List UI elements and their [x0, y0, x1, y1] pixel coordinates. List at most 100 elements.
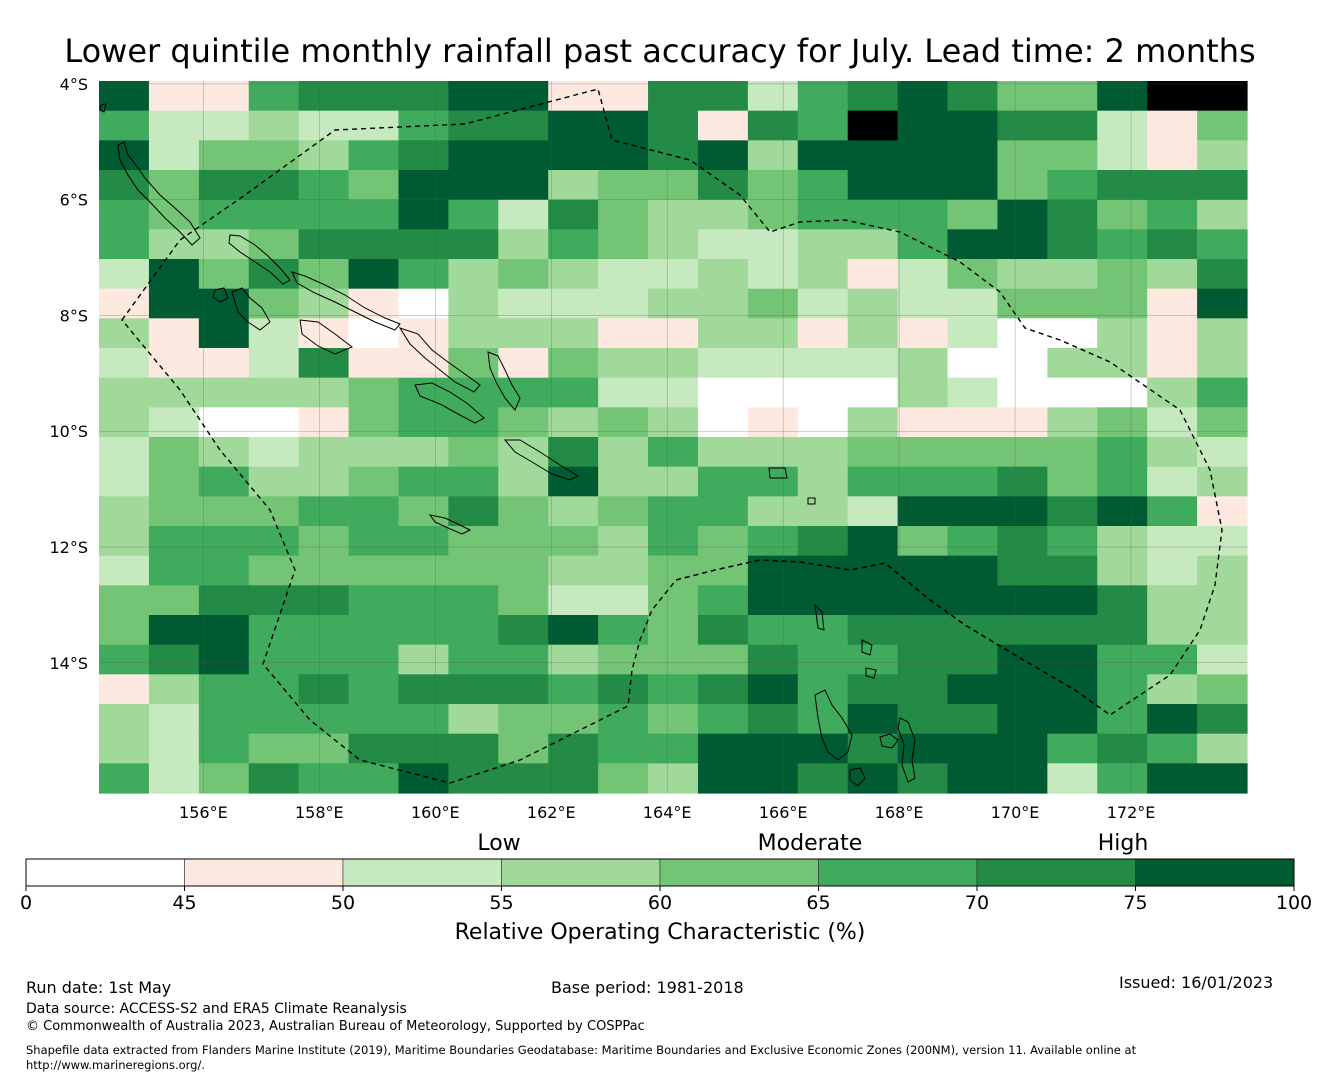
heatmap-cell — [548, 466, 599, 497]
heatmap-cell — [997, 763, 1048, 794]
heatmap-cell — [1097, 496, 1148, 527]
heatmap-cell — [797, 585, 849, 616]
heatmap-cell — [298, 733, 350, 764]
heatmap-cell — [198, 644, 250, 675]
heatmap-cell — [797, 496, 849, 527]
heatmap-cell — [548, 348, 599, 379]
heatmap-cell — [797, 318, 849, 349]
heatmap-cell — [697, 437, 749, 468]
y-tick-label: 10°S — [49, 422, 88, 441]
heatmap-cell — [947, 437, 999, 468]
heatmap-cell — [648, 259, 699, 290]
islet-group-a-outline — [487, 351, 521, 411]
heatmap-cell — [897, 259, 949, 290]
heatmap-cell — [498, 140, 549, 171]
heatmap-cell — [648, 407, 699, 438]
heatmap-cell — [1147, 318, 1198, 349]
heatmap-cell — [498, 318, 549, 349]
heatmap-cell — [348, 348, 400, 379]
heatmap-cell — [248, 81, 300, 112]
heatmap-cell — [248, 526, 300, 557]
heatmap-cell — [997, 348, 1048, 379]
heatmap-cell — [598, 229, 649, 260]
heatmap-cell — [348, 526, 400, 557]
heatmap-cell — [198, 229, 250, 260]
heatmap-cell — [1147, 199, 1198, 230]
heatmap-cell — [1047, 110, 1098, 141]
heatmap-cell — [1097, 348, 1148, 379]
heatmap-cell — [348, 615, 400, 646]
heatmap-cell — [498, 348, 549, 379]
heatmap-cell — [1197, 615, 1248, 646]
heatmap-cell — [298, 585, 350, 616]
heatmap-cell — [498, 585, 549, 616]
heatmap-cell — [697, 526, 749, 557]
heatmap-cell — [348, 407, 400, 438]
heatmap-cell — [797, 437, 849, 468]
heatmap-cell — [148, 199, 200, 230]
heatmap-cell — [947, 110, 999, 141]
heatmap-cell — [598, 407, 649, 438]
heatmap-cell — [248, 466, 300, 497]
heatmap-cell — [697, 674, 749, 705]
heatmap-cell — [298, 81, 350, 112]
espiritu-santo-outline — [814, 689, 853, 761]
heatmap-cell — [99, 644, 150, 675]
heatmap-cell — [198, 437, 250, 468]
heatmap-cell — [847, 466, 899, 497]
heatmap-cell — [448, 229, 499, 260]
heatmap-cell — [1047, 733, 1098, 764]
heatmap-cell — [248, 229, 300, 260]
heatmap-cell — [348, 555, 400, 586]
heatmap-cell — [298, 526, 350, 557]
heatmap-cell — [348, 437, 400, 468]
heatmap-cell — [1047, 348, 1098, 379]
heatmap-cell — [847, 733, 899, 764]
heatmap-cell — [1147, 585, 1198, 616]
heatmap-cell — [398, 526, 449, 557]
y-tick-label: 12°S — [49, 538, 88, 557]
base-period: Base period: 1981-2018 — [551, 978, 744, 997]
heatmap-cell — [997, 288, 1048, 319]
vella-lavella-outline — [212, 287, 229, 303]
heatmap-cell — [747, 437, 799, 468]
heatmap-cell — [99, 496, 150, 527]
heatmap-cell — [448, 733, 499, 764]
island-outline — [861, 639, 873, 656]
heatmap-cell — [897, 170, 949, 201]
heatmap-cell — [99, 585, 150, 616]
heatmap-cell — [99, 348, 150, 379]
heatmap-cell — [298, 407, 350, 438]
heatmap-cell — [847, 437, 899, 468]
heatmap-cell — [797, 704, 849, 735]
heatmap-cell — [1047, 555, 1098, 586]
heatmap-cell — [598, 318, 649, 349]
heatmap-cell — [797, 763, 849, 794]
heatmap-cell — [598, 199, 649, 230]
heatmap-cell — [1097, 259, 1148, 290]
heatmap-cell — [847, 259, 899, 290]
heatmap-cell — [997, 437, 1048, 468]
eez-boundaries — [121, 88, 1223, 784]
heatmap-cell — [1197, 377, 1248, 408]
heatmap-cell — [448, 585, 499, 616]
heatmap-cell — [99, 763, 150, 794]
heatmap-cell — [398, 644, 449, 675]
colorbar-tick-label: 50 — [331, 892, 355, 914]
heatmap-cell — [548, 615, 599, 646]
heatmap-cell — [148, 140, 200, 171]
heatmap-cell — [797, 110, 849, 141]
heatmap-cell — [398, 170, 449, 201]
heatmap-cell — [997, 229, 1048, 260]
heatmap-cell — [198, 377, 250, 408]
heatmap-cell — [697, 704, 749, 735]
x-tick-label: 164°E — [643, 803, 692, 822]
heatmap-cell — [148, 644, 200, 675]
heatmap-cell — [1097, 555, 1148, 586]
heatmap-cell — [947, 644, 999, 675]
heatmap-cell — [797, 466, 849, 497]
heatmap-cell — [1197, 704, 1248, 735]
heatmap-cell — [747, 466, 799, 497]
heatmap-cell — [847, 348, 899, 379]
heatmap-cell — [598, 526, 649, 557]
